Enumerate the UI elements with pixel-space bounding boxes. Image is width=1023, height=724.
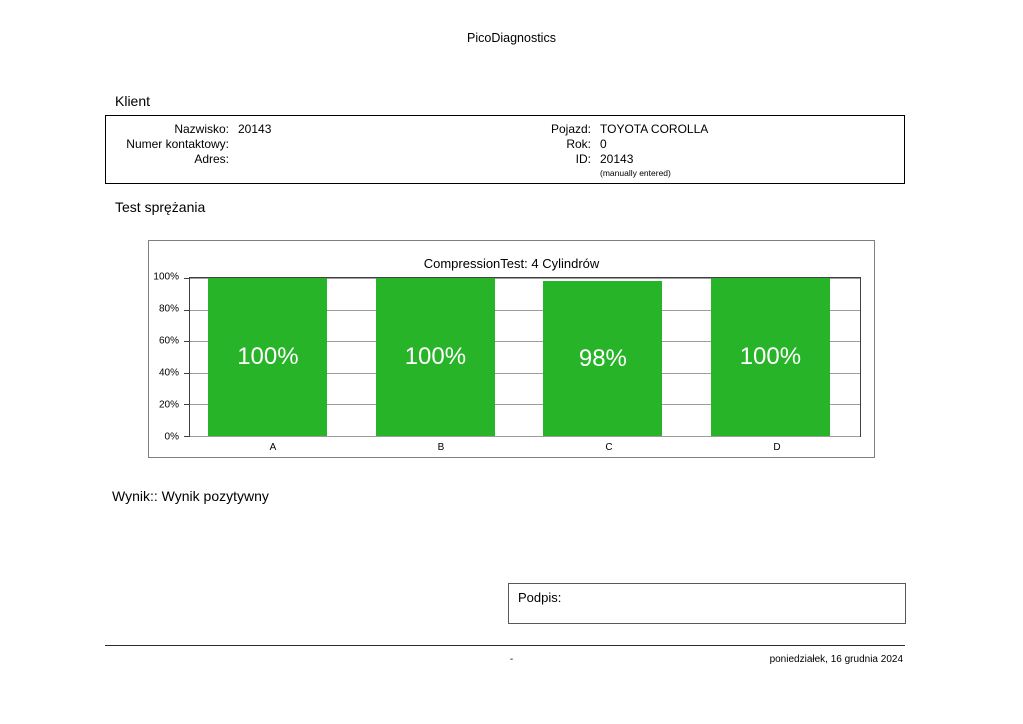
bar-cell-C: 98% <box>525 278 693 436</box>
field-label-id: ID: <box>575 152 591 166</box>
field-value-adres <box>238 152 271 167</box>
y-tick-mark <box>184 341 190 343</box>
x-tick-label-A: A <box>269 442 277 453</box>
field-label-numer-kontaktowy: Numer kontaktowy: <box>126 137 229 151</box>
bar-value-label-D: 100% <box>739 343 802 370</box>
bar-cell-A: 100% <box>190 278 358 436</box>
bar-cell-B: 100% <box>358 278 526 436</box>
field-value-nazwisko: 20143 <box>238 122 272 136</box>
signature-box: Podpis: <box>508 583 906 624</box>
field-label-nazwisko: Nazwisko: <box>174 122 229 136</box>
gridline <box>190 372 860 374</box>
y-tick-mark <box>184 436 190 437</box>
gridline <box>190 341 860 343</box>
footer-center-text: - <box>509 654 514 665</box>
field-value-rok: 0 <box>600 137 607 151</box>
y-tick-label: 100% <box>153 271 179 283</box>
compression-bar-C: 98% <box>543 281 663 436</box>
client-fields-right: Pojazd: Rok: ID: TOYOTA COROLLA 0 20143 … <box>546 122 708 183</box>
client-fields-left: Nazwisko: Numer kontaktowy: Adres: 20143 <box>114 122 271 167</box>
bar-value-label-A: 100% <box>237 343 299 370</box>
compression-bar-A: 100% <box>208 278 328 436</box>
gridline <box>190 309 860 311</box>
gridline <box>190 404 860 406</box>
x-tick-label-B: B <box>437 442 445 453</box>
y-axis-labels: 100% 80% 60% 40% 20% 0% <box>149 272 185 443</box>
field-value-numer-kontaktowy <box>238 137 271 152</box>
field-label-pojazd: Pojazd: <box>550 122 591 136</box>
compression-chart: CompressionTest: 4 Cylindrów 100% 80% 60% 4… <box>148 240 875 458</box>
y-tick-mark <box>184 278 190 279</box>
bar-value-label-B: 100% <box>404 343 467 370</box>
x-tick-label-D: D <box>773 442 781 453</box>
bar-value-label-C: 98% <box>578 344 627 372</box>
y-tick-mark <box>184 372 190 374</box>
field-value-pojazd: TOYOTA COROLLA <box>600 122 709 136</box>
signature-label: Podpis: <box>518 590 562 605</box>
compression-bar-B: 100% <box>375 278 495 436</box>
manually-entered-note: (manually entered) <box>600 168 671 178</box>
field-label-adres: Adres: <box>194 152 229 166</box>
field-value-id: 20143 <box>600 152 634 166</box>
compression-bar-D: 100% <box>710 278 830 436</box>
y-tick-label: 80% <box>158 303 179 315</box>
client-section-label: Klient <box>115 93 151 109</box>
field-label-rok: Rok: <box>566 137 591 151</box>
y-tick-label: 20% <box>158 399 179 411</box>
client-field-values-right: TOYOTA COROLLA 0 20143 (manually entered… <box>600 122 708 183</box>
client-field-labels-left: Nazwisko: Numer kontaktowy: Adres: <box>114 122 229 167</box>
bar-cell-D: 100% <box>693 278 861 436</box>
footer-divider <box>105 645 905 646</box>
footer-date: poniedziałek, 16 grudnia 2024 <box>769 654 903 665</box>
y-tick-label: 40% <box>158 367 179 379</box>
chart-title: CompressionTest: 4 Cylindrów <box>423 256 600 271</box>
x-axis-labels: A B C D <box>189 442 861 453</box>
gridline <box>190 278 860 279</box>
test-section-label: Test sprężania <box>115 199 206 215</box>
document-title: PicoDiagnostics <box>467 31 556 45</box>
client-info-box: Nazwisko: Numer kontaktowy: Adres: 20143… <box>105 115 905 184</box>
y-tick-label: 60% <box>158 335 179 347</box>
grid-layer <box>184 278 860 437</box>
y-tick-label: 0% <box>164 431 179 443</box>
client-field-labels-right: Pojazd: Rok: ID: <box>546 122 591 183</box>
x-tick-label-C: C <box>605 442 613 453</box>
client-field-values-left: 20143 <box>238 122 271 167</box>
plot-area: 100% 100% 98% 100% <box>184 277 861 437</box>
result-text: Wynik:: Wynik pozytywny <box>112 488 269 504</box>
y-tick-mark <box>184 404 190 406</box>
gridline <box>190 436 860 437</box>
y-tick-mark <box>184 309 190 311</box>
bars: 100% 100% 98% 100% <box>190 278 860 436</box>
